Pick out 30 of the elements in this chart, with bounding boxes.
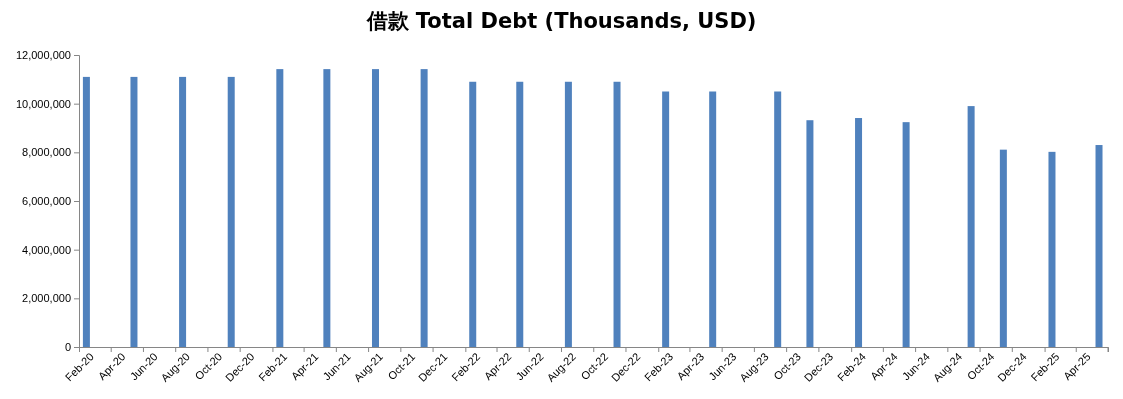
bar [469,81,477,347]
y-tick-label: 0 [64,341,71,354]
bar [999,149,1007,347]
y-tick-label: 6,000,000 [22,195,71,208]
bar [806,120,814,347]
bar [855,118,863,347]
bar [774,91,782,347]
bar [662,91,670,347]
bar [1048,151,1056,347]
bar [276,69,284,347]
y-tick-label: 8,000,000 [22,146,71,159]
bar [371,69,379,347]
bar [902,122,910,347]
bar [516,81,524,347]
bar [227,76,235,347]
bar [564,81,572,347]
y-tick-label: 2,000,000 [22,292,71,305]
bar [130,76,138,347]
y-tick-label: 12,000,000 [15,49,71,62]
bar [323,69,331,347]
bar [179,76,187,347]
bar [967,106,975,347]
y-tick-label: 10,000,000 [15,97,71,110]
bar [613,81,621,347]
bar [1095,145,1103,347]
bar [420,69,428,347]
chart-title: 借款 Total Debt (Thousands, USD) [365,9,757,33]
y-tick-label: 4,000,000 [22,243,71,256]
bar [82,76,90,347]
bar [709,91,717,347]
